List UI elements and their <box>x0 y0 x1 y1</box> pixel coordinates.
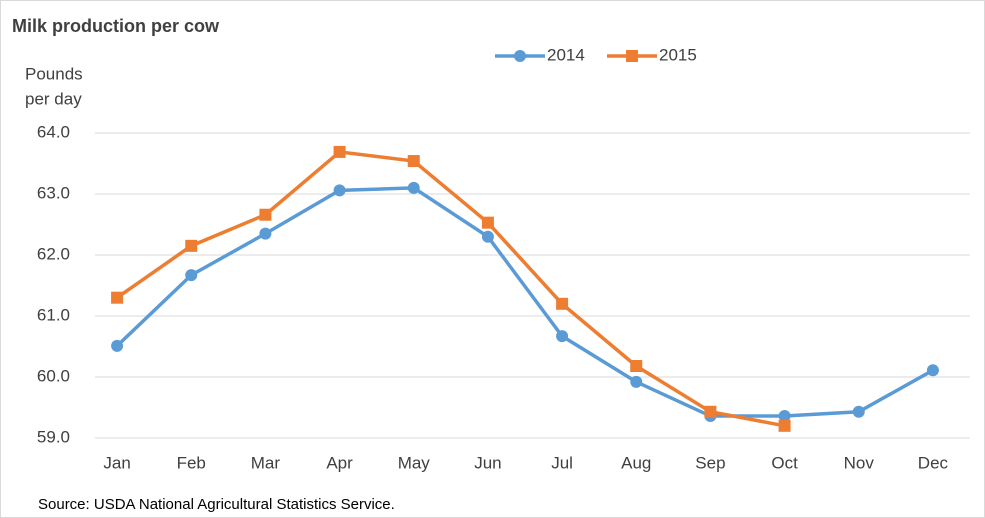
marker <box>556 297 569 310</box>
marker <box>333 184 346 197</box>
x-tick-label: Oct <box>771 453 798 472</box>
x-tick-label: Jun <box>474 453 501 472</box>
marker <box>111 291 124 304</box>
marker <box>556 330 569 343</box>
marker <box>333 145 346 158</box>
y-tick-label: 64.0 <box>37 122 70 141</box>
marker <box>630 375 643 388</box>
marker <box>778 410 791 423</box>
marker <box>407 155 420 168</box>
y-tick-label: 60.0 <box>37 366 70 385</box>
y-tick-label: 63.0 <box>37 183 70 202</box>
y-tick-label: 61.0 <box>37 305 70 324</box>
y-tick-label: 59.0 <box>37 427 70 446</box>
marker <box>185 269 198 282</box>
chart-title: Milk production per cow <box>12 16 220 36</box>
x-tick-label: Aug <box>621 453 651 472</box>
marker <box>626 50 638 62</box>
marker <box>259 208 272 221</box>
source: Source: USDA National Agricultural Stati… <box>38 496 395 513</box>
marker <box>926 364 939 377</box>
marker <box>778 419 791 432</box>
marker <box>111 339 124 352</box>
x-tick-label: Feb <box>177 453 206 472</box>
x-tick-label: Sep <box>695 453 725 472</box>
x-tick-label: Apr <box>326 453 353 472</box>
marker <box>704 405 717 418</box>
y-tick-label: 62.0 <box>37 244 70 263</box>
y-axis-label: Pounds <box>25 64 83 83</box>
series-line <box>116 150 785 428</box>
x-tick-label: Jul <box>551 453 573 472</box>
marker <box>852 405 865 418</box>
x-tick-label: Mar <box>251 453 281 472</box>
marker <box>630 360 643 373</box>
x-tick-label: Nov <box>844 453 875 472</box>
series-line <box>115 186 934 418</box>
marker <box>481 230 494 243</box>
marker <box>514 50 526 62</box>
x-tick-label: Jan <box>103 453 130 472</box>
marker <box>259 227 272 240</box>
legend-label: 2014 <box>547 45 585 64</box>
legend-label: 2015 <box>659 45 697 64</box>
y-axis-label: per day <box>25 89 82 108</box>
marker <box>481 216 494 229</box>
x-tick-label: May <box>398 453 431 472</box>
x-tick-label: Dec <box>918 453 949 472</box>
marker <box>185 239 198 252</box>
marker <box>407 181 420 194</box>
